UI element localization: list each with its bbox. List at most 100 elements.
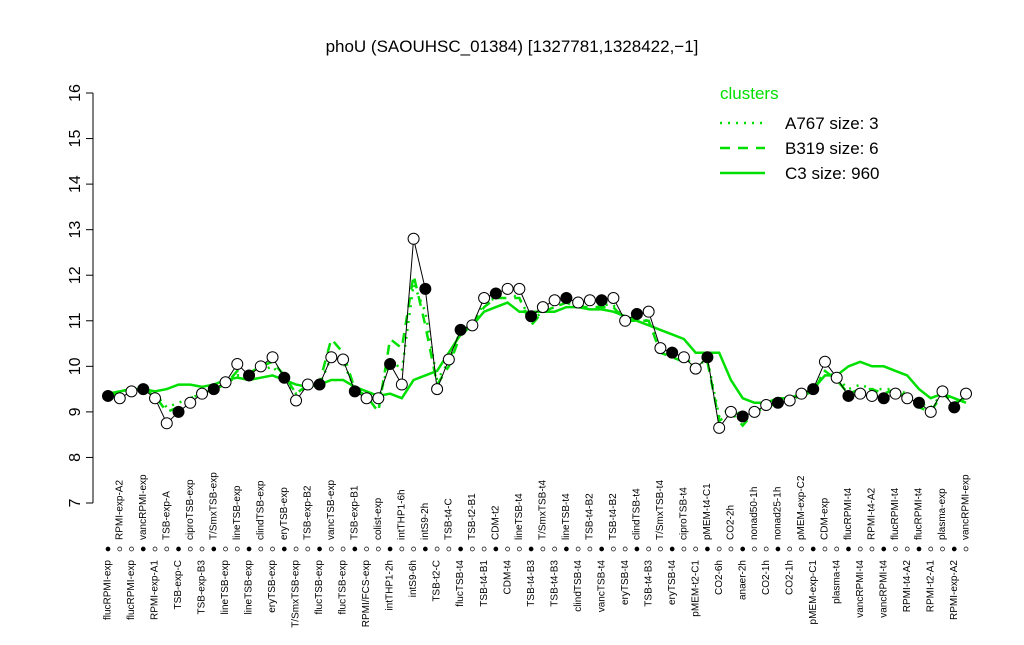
data-point	[936, 385, 949, 398]
sample-dot	[834, 546, 840, 552]
data-point	[501, 282, 514, 295]
sample-dot	[857, 546, 863, 552]
x-tick-label: vancTSB-exp	[326, 480, 337, 540]
data-point	[666, 346, 679, 359]
data-point	[102, 389, 114, 402]
sample-dot	[281, 546, 287, 552]
x-tick-label: flucRPMI-exp	[126, 560, 137, 620]
data-point	[254, 360, 267, 373]
sample-dot	[140, 546, 146, 552]
sample-dot	[611, 546, 616, 552]
sample-dot	[728, 546, 734, 552]
sample-dot	[904, 546, 910, 552]
data-point	[489, 287, 502, 300]
x-tick-label: CO2-1h	[761, 560, 772, 595]
data-point	[395, 378, 408, 391]
x-tick-label: flucRPMI-t4	[843, 487, 854, 540]
sample-dot	[916, 546, 922, 552]
legend-label: B319 size: 6	[785, 139, 879, 158]
y-tick-label: 8	[67, 453, 84, 462]
sample-dot	[117, 546, 123, 552]
legend-label: C3 size: 960	[785, 164, 880, 183]
sample-dot	[540, 546, 546, 552]
x-tick-label: CDM-t4	[502, 560, 513, 595]
x-tick-label: vancRPMI-exp	[961, 474, 972, 540]
sample-dot	[587, 546, 593, 552]
data-point	[901, 392, 914, 405]
x-tick-label: CDM-exp	[820, 497, 831, 540]
data-point	[207, 383, 220, 396]
x-tick-label: flucTSB-exp	[338, 560, 349, 615]
sample-dot	[164, 546, 170, 552]
sample-dot	[846, 546, 851, 552]
sample-dot	[105, 546, 111, 552]
x-tick-label: RPMI-exp-A1	[150, 560, 161, 620]
data-point	[960, 387, 972, 400]
sample-dot	[176, 546, 181, 552]
x-tick-label: TSB-t2-B1	[467, 493, 478, 540]
sample-dot	[799, 546, 804, 552]
sample-dot	[411, 546, 416, 552]
sample-dot	[705, 546, 710, 552]
chart-title: phoU (SAOUHSC_01384) [1327781,1328422,−1…	[326, 37, 699, 56]
sample-dot	[246, 546, 252, 552]
x-tick-label: TSB-exp-B2	[302, 485, 313, 540]
data-point	[290, 394, 303, 407]
x-tick-label: TSB-exp-C	[173, 560, 184, 609]
x-tick-label: flucTSB-exp	[314, 560, 325, 615]
x-tick-label: intS9-2h	[420, 503, 431, 540]
x-tick-label: CO2-6h	[714, 560, 725, 595]
x-tick-label: lineTSB-t4	[561, 493, 572, 540]
x-tick-label: eryTSB-exp	[267, 560, 278, 613]
x-tick-label: ciproTSB-t4	[679, 487, 690, 540]
x-tick-label: plasma-exp	[937, 488, 948, 540]
sample-dot	[517, 546, 522, 552]
sample-dot	[375, 546, 381, 552]
x-tick-label: lineTSB-exp	[244, 560, 255, 615]
x-tick-label: pMEM-t4-C1	[702, 483, 713, 540]
data-point	[736, 410, 749, 423]
x-tick-label: TSB-exp-B3	[197, 560, 208, 615]
x-tick-label: RPMI/FCS-exp	[361, 560, 372, 628]
data-point	[149, 392, 162, 405]
sample-dot	[270, 546, 275, 552]
data-point	[442, 353, 455, 366]
x-tick-label: colist-exp	[373, 497, 384, 540]
sample-dot	[599, 546, 604, 552]
y-tick-label: 16	[67, 84, 84, 102]
x-tick-label: lineTSB-exp	[220, 560, 231, 615]
sample-dot	[775, 546, 781, 552]
data-point	[466, 319, 479, 332]
data-point	[478, 292, 491, 304]
data-point	[325, 351, 338, 364]
x-tick-label: lineTSB-t4	[514, 493, 525, 540]
data-point	[677, 351, 690, 364]
x-tick-label: TSB-t4-B1	[479, 560, 490, 607]
y-tick-label: 10	[67, 357, 84, 375]
x-tick-label: intTHP1-6h	[396, 489, 407, 540]
x-tick-label: vancRPMI-t4	[878, 560, 889, 618]
x-tick-label: pMEM-exp-C1	[808, 560, 819, 625]
sample-dot	[822, 546, 828, 552]
x-tick-label: TSB-t4-C	[443, 498, 454, 540]
y-tick-label: 15	[67, 130, 84, 148]
data-point	[172, 405, 185, 418]
data-point	[560, 292, 573, 304]
sample-dot	[787, 546, 793, 552]
x-tick-label: clindTSB-t4	[632, 488, 643, 540]
x-tick-label: T/SmxTSB-t4	[655, 480, 666, 540]
x-tick-label: TSB-t4-B3	[526, 560, 537, 607]
data-point	[219, 376, 232, 389]
x-tick-label: TSB-exp-B1	[349, 485, 360, 540]
data-point	[701, 351, 714, 364]
x-tick-label: flucRPMI-exp	[103, 560, 114, 620]
data-point	[889, 387, 902, 400]
data-point	[854, 387, 867, 400]
data-point	[654, 342, 667, 355]
sample-dot	[422, 546, 428, 552]
sample-dot	[693, 546, 699, 552]
x-tick-label: RPMI-t2-A1	[925, 560, 936, 613]
data-point	[313, 378, 326, 391]
data-point	[525, 310, 538, 323]
sample-dot	[211, 546, 217, 552]
